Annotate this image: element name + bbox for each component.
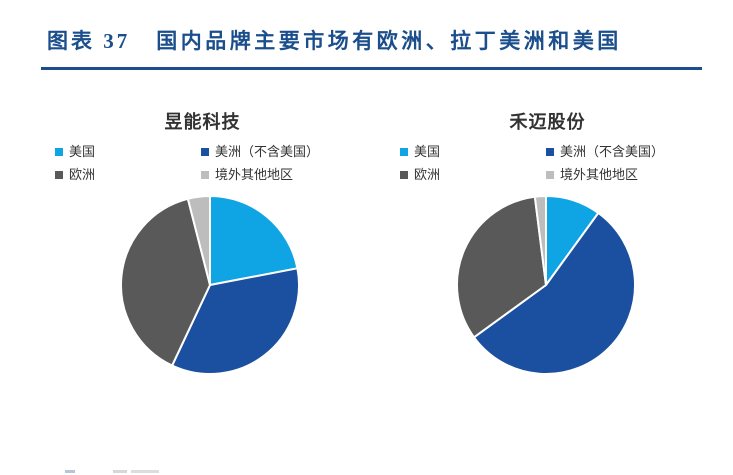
pie-slice-3 bbox=[186, 195, 211, 286]
legend-label-americas-ex-us: 美洲（不含美国） bbox=[560, 144, 665, 159]
legend-label-us: 美国 bbox=[414, 144, 441, 159]
clipped-text-fragment bbox=[113, 470, 127, 473]
legend-item-other-overseas: 境外其他地区 bbox=[546, 167, 664, 183]
legend-label-other-overseas: 境外其他地区 bbox=[560, 167, 639, 183]
legend-label-americas-ex-us: 美洲（不含美国） bbox=[215, 144, 320, 159]
chart-title: 禾迈股份 bbox=[509, 112, 586, 132]
legend-label-europe: 欧洲 bbox=[414, 167, 441, 183]
pie-slice-2 bbox=[456, 195, 547, 339]
legend-label-us: 美国 bbox=[69, 144, 96, 159]
legend-swatch-americas-ex-us bbox=[546, 148, 554, 157]
pie-chart-panel-hoymiles: 禾迈股份 美国 美洲（不含美国） 欧洲 境外其他地区 bbox=[385, 100, 710, 440]
pie-slice-0 bbox=[209, 195, 299, 286]
legend-item-other-overseas: 境外其他地区 bbox=[201, 167, 319, 183]
pie-slice-1 bbox=[171, 267, 300, 375]
pie-hoymiles bbox=[456, 194, 637, 376]
legend-label-other-overseas: 境外其他地区 bbox=[215, 167, 294, 183]
legend-item-europe: 欧洲 bbox=[400, 167, 546, 183]
figure-title: 国内品牌主要市场有欧洲、拉丁美洲和美国 bbox=[156, 29, 622, 53]
pie-yuneng bbox=[120, 195, 300, 375]
chart-title: 昱能科技 bbox=[164, 112, 241, 132]
legend-item-us: 美国 bbox=[400, 144, 546, 159]
legend-swatch-europe bbox=[400, 171, 408, 180]
pie-chart-panel-yuneng: 昱能科技 美国 美洲（不含美国） 欧洲 境外其他地区 bbox=[40, 100, 365, 440]
clipped-text-fragment bbox=[65, 470, 75, 473]
legend-item-americas-ex-us: 美洲（不含美国） bbox=[546, 144, 665, 159]
pie-slice-1 bbox=[473, 212, 637, 376]
pie-slice-3 bbox=[533, 194, 547, 286]
chart-legend: 美国 美洲（不含美国） 欧洲 境外其他地区 bbox=[400, 144, 665, 183]
legend-item-europe: 欧洲 bbox=[55, 167, 201, 183]
clipped-text-fragment bbox=[131, 470, 159, 473]
pie-slice-2 bbox=[120, 197, 211, 367]
legend-swatch-other-overseas bbox=[201, 171, 209, 180]
chart-legend: 美国 美洲（不含美国） 欧洲 境外其他地区 bbox=[55, 144, 320, 183]
legend-swatch-europe bbox=[55, 171, 63, 180]
legend-item-americas-ex-us: 美洲（不含美国） bbox=[201, 144, 320, 159]
legend-swatch-us bbox=[400, 148, 408, 157]
clipped-text-remnant bbox=[65, 470, 185, 475]
legend-swatch-other-overseas bbox=[546, 171, 554, 180]
legend-item-us: 美国 bbox=[55, 144, 201, 159]
legend-swatch-us bbox=[55, 148, 63, 157]
legend-swatch-americas-ex-us bbox=[201, 148, 209, 157]
figure-number: 图表 37 bbox=[47, 29, 131, 53]
legend-label-europe: 欧洲 bbox=[69, 167, 96, 183]
header-underline bbox=[41, 67, 702, 70]
figure-header: 图表 37 国内品牌主要市场有欧洲、拉丁美洲和美国 bbox=[47, 25, 622, 55]
